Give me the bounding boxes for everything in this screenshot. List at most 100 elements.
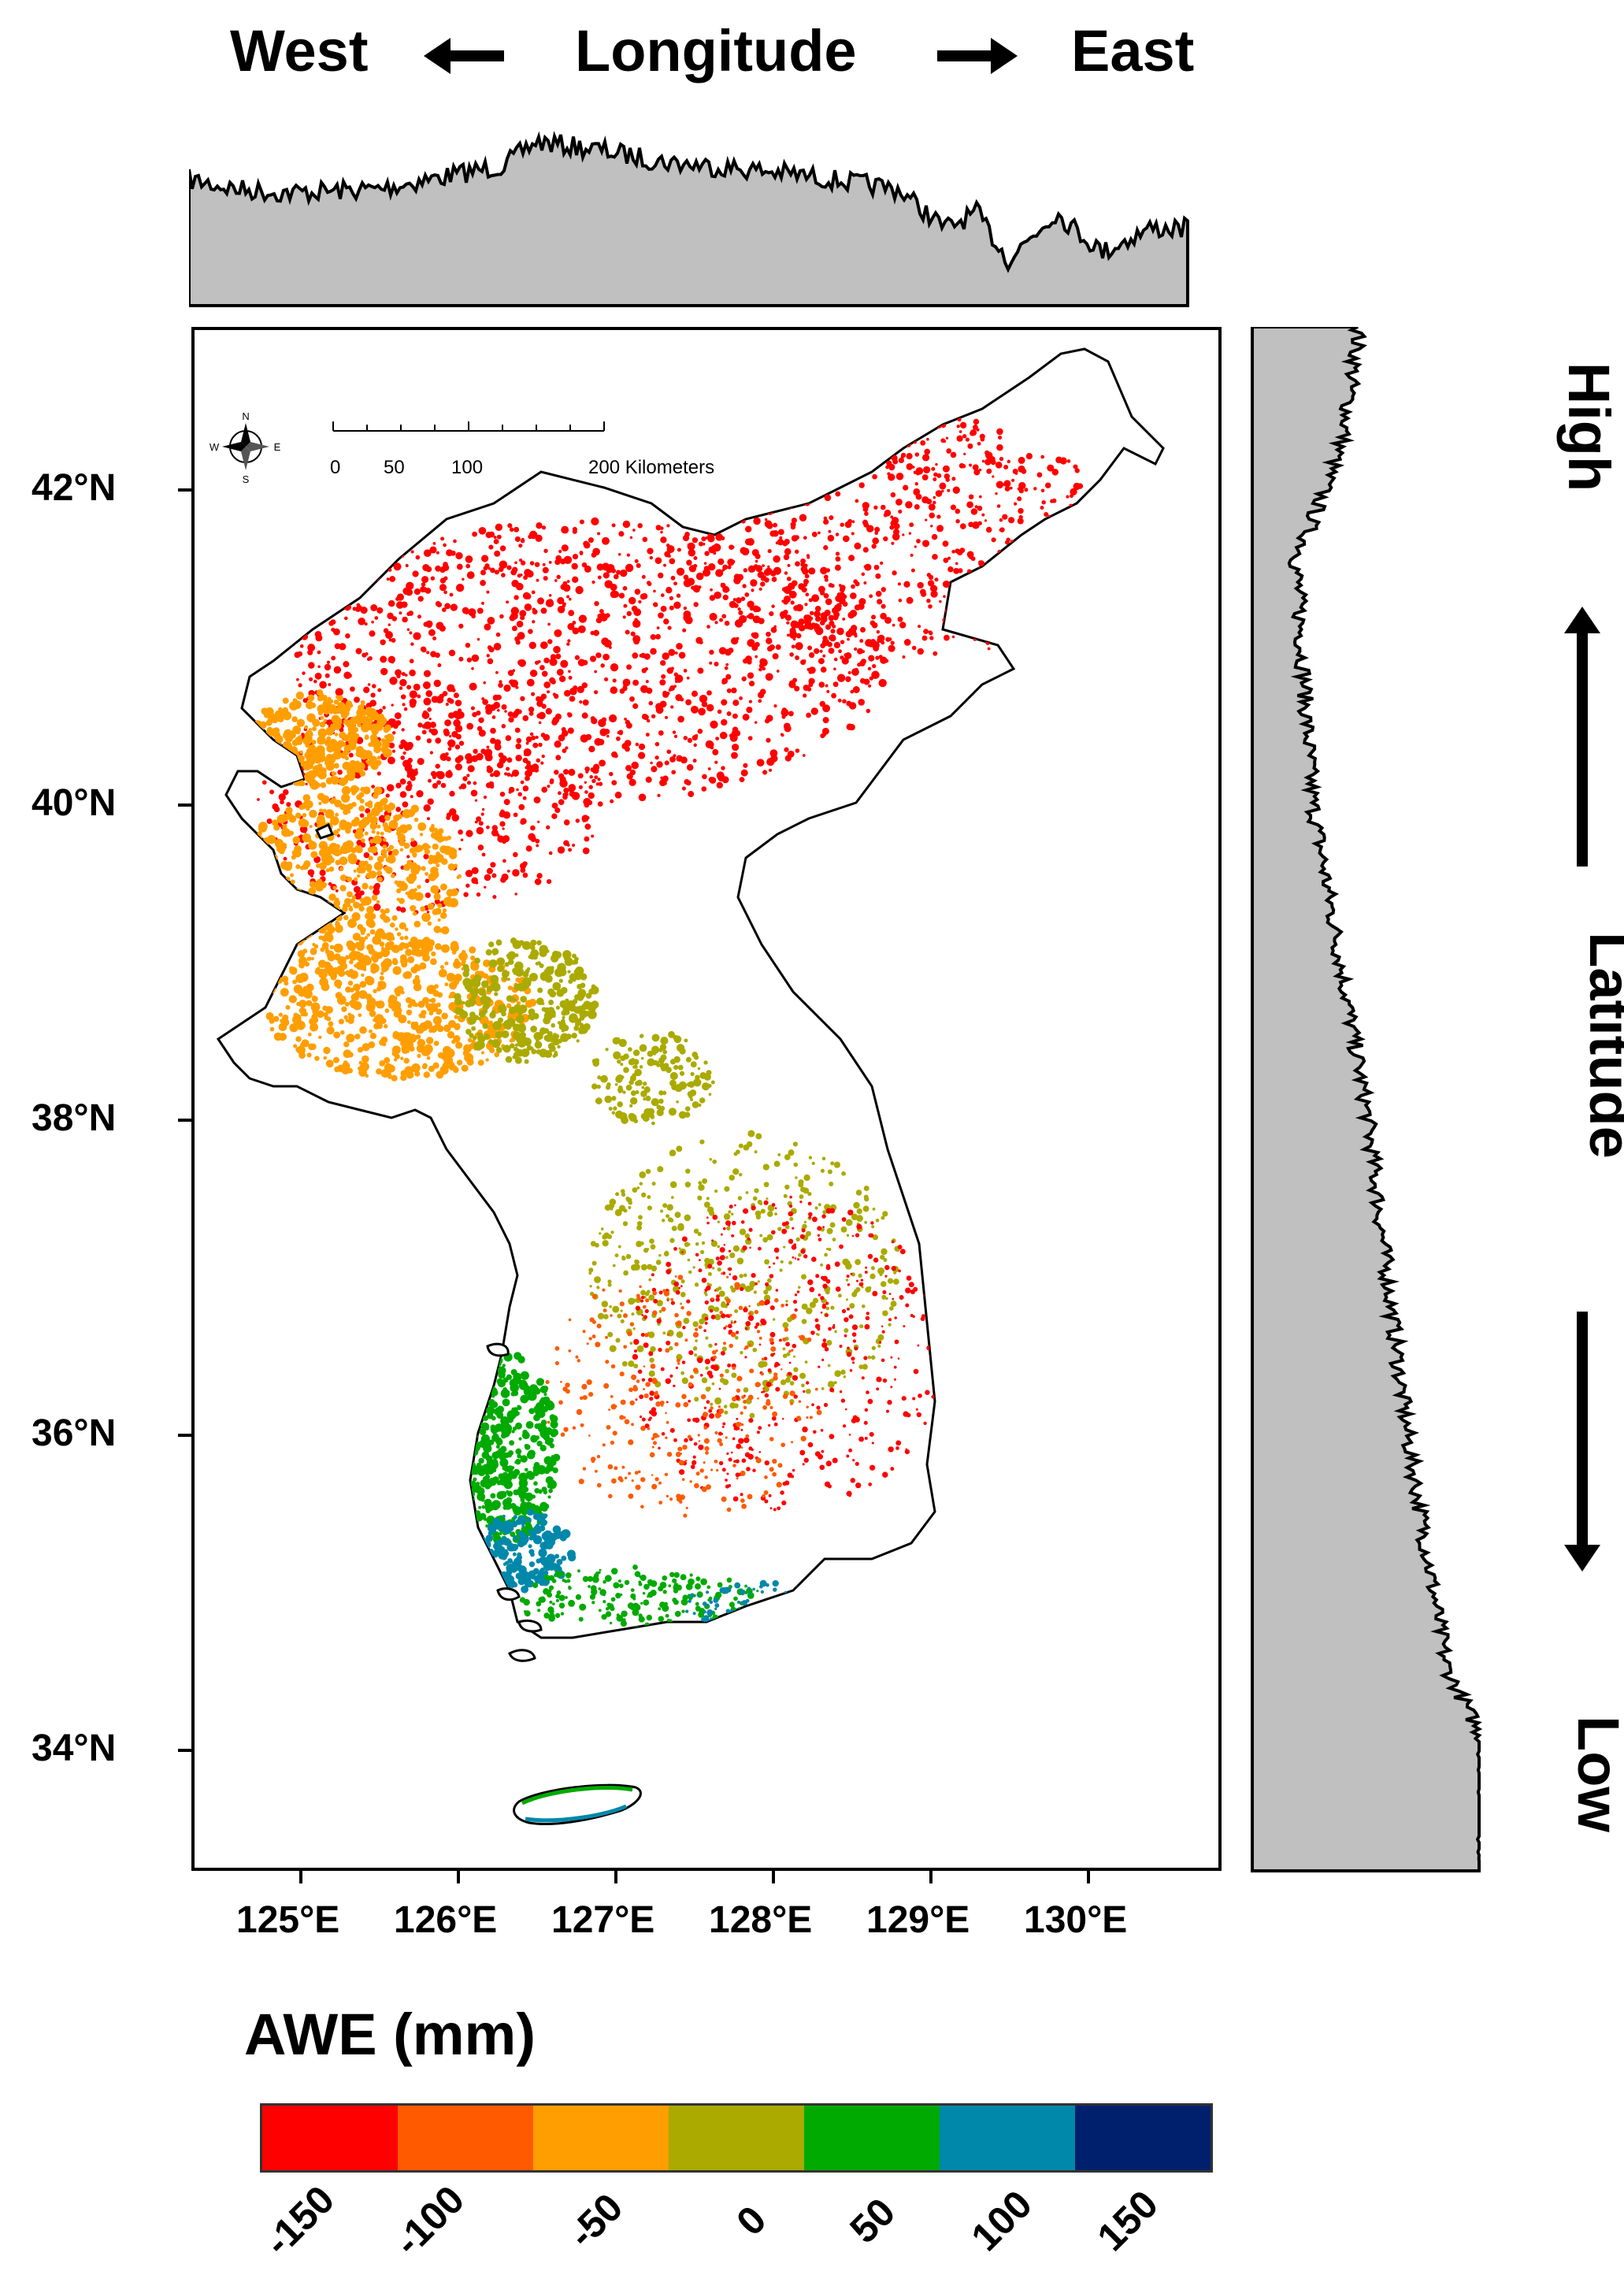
awe-speckle xyxy=(417,758,425,766)
awe-speckle xyxy=(729,600,736,608)
awe-speckle xyxy=(676,1145,683,1152)
awe-speckle xyxy=(1021,535,1028,542)
awe-speckle xyxy=(722,594,729,601)
awe-speckle xyxy=(762,489,765,493)
awe-speckle xyxy=(251,870,258,875)
awe-speckle xyxy=(755,1214,762,1220)
awe-speckle xyxy=(1043,604,1050,611)
awe-speckle xyxy=(669,605,674,610)
awe-speckle xyxy=(427,903,435,911)
awe-speckle xyxy=(411,941,421,952)
awe-speckle xyxy=(697,1067,701,1071)
awe-speckle xyxy=(951,549,956,554)
awe-speckle xyxy=(856,1208,862,1215)
awe-speckle xyxy=(1006,606,1012,612)
awe-speckle xyxy=(699,1249,705,1255)
awe-speckle xyxy=(736,1443,742,1449)
awe-speckle xyxy=(891,422,895,427)
awe-speckle xyxy=(756,1431,760,1434)
awe-speckle xyxy=(406,855,410,859)
awe-speckle xyxy=(811,594,820,603)
awe-speckle xyxy=(394,880,399,885)
awe-speckle xyxy=(666,524,670,528)
awe-speckle xyxy=(257,744,266,754)
awe-speckle xyxy=(462,970,469,978)
awe-speckle xyxy=(582,699,589,706)
awe-speckle xyxy=(774,500,780,506)
awe-speckle xyxy=(540,693,547,700)
awe-speckle xyxy=(641,1378,646,1382)
awe-speckle xyxy=(513,1004,522,1013)
awe-speckle xyxy=(641,593,648,599)
awe-speckle xyxy=(783,609,788,615)
awe-speckle xyxy=(447,697,453,703)
awe-speckle xyxy=(890,1386,893,1389)
awe-speckle xyxy=(1018,456,1025,464)
awe-speckle xyxy=(605,613,610,618)
awe-speckle xyxy=(492,694,499,701)
awe-speckle xyxy=(594,775,599,780)
awe-speckle xyxy=(703,562,707,565)
awe-speckle xyxy=(806,1388,811,1394)
awe-speckle xyxy=(335,812,339,817)
awe-speckle xyxy=(844,1328,849,1333)
awe-speckle xyxy=(371,574,375,578)
awe-speckle xyxy=(864,511,869,516)
awe-speckle xyxy=(740,769,748,777)
awe-speckle xyxy=(825,1247,829,1251)
awe-speckle xyxy=(789,627,796,634)
awe-speckle xyxy=(977,505,983,511)
awe-speckle xyxy=(1008,587,1012,591)
awe-speckle xyxy=(253,896,260,903)
awe-speckle xyxy=(487,645,492,651)
awe-speckle xyxy=(355,648,362,655)
awe-speckle xyxy=(307,694,315,702)
awe-speckle xyxy=(446,756,451,762)
awe-speckle xyxy=(660,530,663,534)
awe-speckle xyxy=(274,838,284,848)
awe-speckle xyxy=(278,756,287,766)
awe-speckle xyxy=(453,1023,461,1030)
awe-speckle xyxy=(539,971,550,982)
awe-speckle xyxy=(850,689,855,694)
awe-speckle xyxy=(955,518,960,524)
awe-speckle xyxy=(914,504,920,510)
awe-speckle xyxy=(683,736,688,740)
awe-speckle xyxy=(589,775,593,779)
awe-speckle xyxy=(316,1010,324,1019)
awe-speckle xyxy=(547,690,551,694)
awe-speckle xyxy=(506,757,513,763)
awe-speckle xyxy=(358,792,365,798)
awe-speckle xyxy=(331,627,336,632)
awe-speckle xyxy=(942,580,951,588)
awe-speckle xyxy=(777,1152,781,1156)
awe-speckle xyxy=(443,730,450,737)
awe-speckle xyxy=(584,836,590,842)
awe-speckle xyxy=(254,867,262,875)
awe-speckle xyxy=(409,784,413,788)
awe-speckle xyxy=(851,532,855,536)
awe-speckle xyxy=(577,685,584,694)
awe-speckle xyxy=(710,1314,716,1319)
awe-speckle xyxy=(567,622,575,630)
awe-speckle xyxy=(304,725,309,729)
awe-speckle xyxy=(274,902,278,906)
awe-speckle xyxy=(240,864,250,874)
awe-speckle xyxy=(641,713,648,720)
awe-speckle xyxy=(276,940,287,950)
awe-speckle xyxy=(887,1278,894,1284)
awe-speckle xyxy=(780,733,784,737)
awe-speckle xyxy=(808,666,816,674)
awe-speckle xyxy=(267,906,275,913)
awe-speckle xyxy=(427,817,430,821)
awe-speckle xyxy=(771,577,777,582)
awe-speckle xyxy=(827,1364,831,1368)
awe-speckle xyxy=(842,617,846,621)
awe-speckle xyxy=(1026,548,1029,552)
awe-speckle xyxy=(977,521,982,525)
awe-speckle xyxy=(755,1212,758,1215)
awe-speckle xyxy=(913,1368,919,1375)
awe-speckle xyxy=(584,823,591,830)
awe-speckle xyxy=(517,792,522,797)
awe-speckle xyxy=(449,790,455,797)
